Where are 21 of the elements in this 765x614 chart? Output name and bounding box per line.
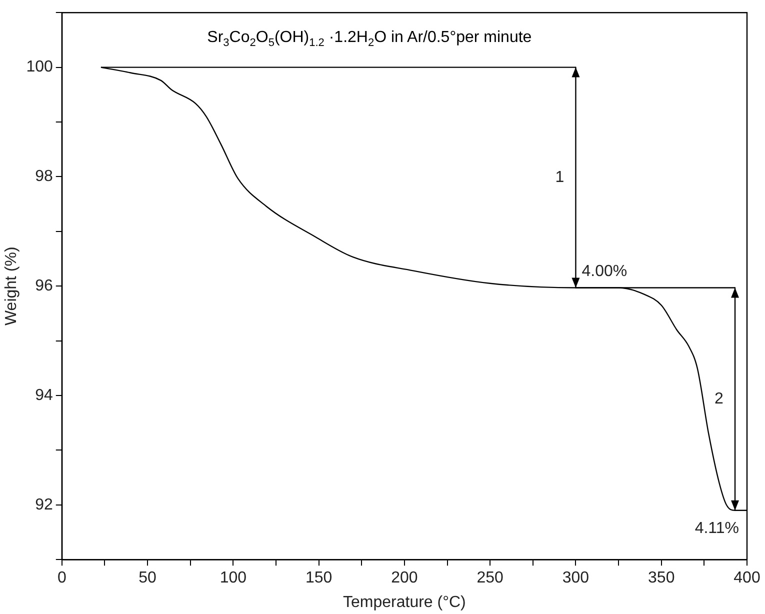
annotation: 4.00% (582, 263, 628, 280)
chart-title: Sr$_{3}$Co$_{2}$O$_{5}$(OH)$_{1.2}$ ·1.2H$_{2}$O in Ar/0.5°per minute (207, 28, 532, 49)
x-tick-label: 400 (734, 570, 760, 587)
annotation: 1 (555, 168, 564, 186)
x-tick-label: 100 (220, 570, 247, 587)
y-tick-label: 94 (35, 386, 53, 404)
x-tick-label: 0 (57, 570, 66, 587)
y-tick-label: 96 (35, 278, 53, 295)
x-tick-label: 50 (138, 570, 157, 587)
y-tick-label: 92 (35, 496, 53, 514)
y-axis-title: Weight (%) (3, 246, 20, 326)
x-tick-label: 200 (391, 570, 418, 587)
y-tick-label: 100 (26, 58, 53, 76)
x-tick-label: 150 (305, 570, 332, 587)
x-tick-label: 300 (562, 570, 590, 587)
annotation: 4.11% (694, 520, 740, 537)
annotation: 2 (714, 390, 724, 408)
x-axis-title: Temperature (°C) (343, 594, 466, 611)
x-tick-label: 350 (648, 570, 675, 587)
x-tick-label: 250 (476, 570, 504, 587)
y-tick-label: 98 (35, 168, 53, 186)
